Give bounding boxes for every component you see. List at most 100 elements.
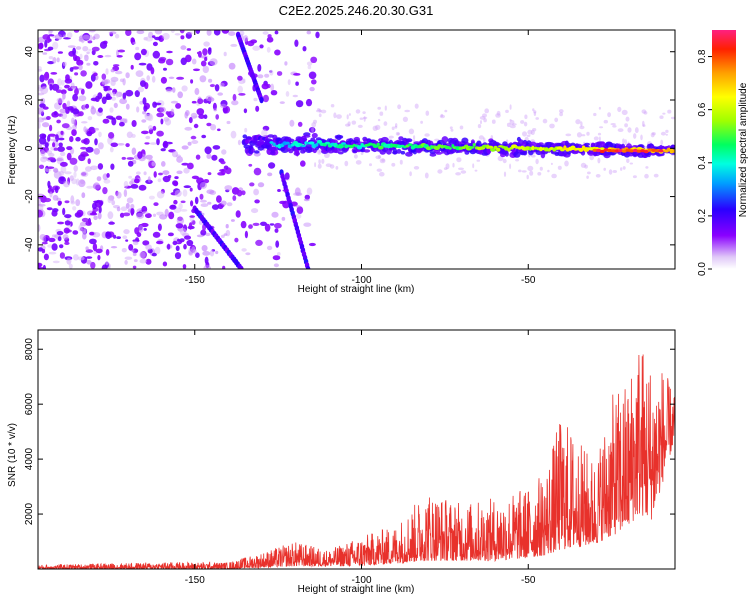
spectral-faint-blob xyxy=(617,128,624,133)
spectral-noise-blob xyxy=(230,219,235,222)
carrier-core-blob xyxy=(407,143,413,147)
spectral-noise-blob xyxy=(79,53,83,60)
spectral-faint-blob xyxy=(509,119,515,126)
spectral-noise-blob xyxy=(261,83,269,90)
spectral-noise-blob xyxy=(252,222,260,226)
spectral-noise-blob xyxy=(85,103,90,109)
spectral-noise-blob xyxy=(279,101,285,104)
spectral-faint-blob xyxy=(593,136,599,141)
snr-x-ticks: -150 -100 -50 xyxy=(185,330,536,586)
spectral-noise-blob xyxy=(85,221,92,226)
spectral-noise-blob xyxy=(48,237,56,243)
spectral-noise-blob xyxy=(136,212,145,219)
spectral-faint-blob xyxy=(437,169,443,174)
spectral-noise-blob xyxy=(75,136,81,142)
spectral-faint-blob xyxy=(532,128,537,132)
carrier-core-blob xyxy=(472,143,476,147)
spectral-faint-blob xyxy=(550,162,553,165)
carrier-peak-blob xyxy=(643,150,649,154)
spectral-noise-blob xyxy=(38,209,44,218)
spectral-noise-blob xyxy=(108,221,115,225)
spectral-noise-blob xyxy=(311,79,317,85)
spectral-faint-blob xyxy=(612,125,617,128)
spectral-noise-blob xyxy=(90,165,98,171)
spectral-noise-blob xyxy=(279,200,287,205)
spectral-noise-blob xyxy=(105,231,112,239)
spectral-noise-blob xyxy=(44,142,49,148)
spectral-faint-blob xyxy=(476,159,481,162)
carrier-peak-blob xyxy=(629,149,634,153)
spectral-noise-blob xyxy=(174,33,181,36)
spectral-faint-blob xyxy=(314,162,317,168)
spectral-faint-blob xyxy=(575,119,581,125)
spectral-noise-blob xyxy=(48,251,57,255)
spectral-noise-blob xyxy=(157,223,162,231)
spectral-noise-blob xyxy=(89,238,97,245)
spectral-noise-blob xyxy=(209,84,215,88)
spectral-noise-blob xyxy=(191,58,197,65)
spectral-noise-blob xyxy=(271,211,279,218)
spectral-faint-blob xyxy=(311,127,315,133)
spectral-noise-blob xyxy=(69,175,74,182)
carrier-peak-blob xyxy=(621,149,627,153)
spectral-noise-blob xyxy=(309,86,315,92)
spectral-noise-blob xyxy=(46,207,53,211)
spectral-noise-blob xyxy=(47,157,56,161)
spectral-faint-blob xyxy=(603,119,608,124)
spectral-noise-blob xyxy=(222,265,226,269)
spectral-noise-blob xyxy=(80,171,89,178)
spectral-noise-blob xyxy=(43,73,50,81)
spectral-noise-blob xyxy=(147,176,151,183)
spectral-noise-blob xyxy=(306,187,313,195)
spectral-noise-blob xyxy=(83,138,90,145)
spectral-noise-blob xyxy=(251,208,259,214)
y-tick-label: -20 xyxy=(24,189,35,204)
spectral-faint-blob xyxy=(515,159,520,162)
spectral-faint-blob xyxy=(659,115,664,119)
spectral-noise-blob xyxy=(98,142,104,150)
colorbar-gradient xyxy=(712,30,736,269)
spectral-noise-blob xyxy=(63,227,70,234)
spectral-noise-blob xyxy=(72,47,76,56)
spectral-noise-blob xyxy=(152,231,161,238)
spectral-noise-blob xyxy=(60,151,66,157)
snr-y-ticks: 2000 4000 6000 8000 xyxy=(24,338,675,525)
spectral-faint-blob xyxy=(394,125,398,129)
spectral-noise-blob xyxy=(191,175,199,180)
spectral-faint-blob xyxy=(377,106,382,110)
spectral-noise-blob xyxy=(302,46,307,52)
spectral-noise-blob xyxy=(207,172,212,176)
spectral-noise-blob xyxy=(49,191,53,198)
spectral-noise-blob xyxy=(228,62,236,70)
spectral-noise-blob xyxy=(116,236,121,240)
spectral-faint-blob xyxy=(408,128,415,135)
spectral-faint-blob xyxy=(449,126,453,130)
carrier-halo-blob xyxy=(302,137,308,142)
spectral-noise-blob xyxy=(51,83,60,91)
spectral-faint-blob xyxy=(479,116,486,120)
diagonal-trace-blob xyxy=(259,96,264,104)
spectral-faint-blob xyxy=(375,155,382,160)
spectral-noise-blob xyxy=(240,220,247,229)
carrier-core-blob xyxy=(389,143,394,148)
spectral-noise-blob xyxy=(46,166,55,169)
colorbar-tick-label: 0.2 xyxy=(697,209,708,223)
spectral-noise-blob xyxy=(62,207,66,216)
carrier-core-blob xyxy=(377,145,384,150)
spectral-faint-blob xyxy=(362,116,368,120)
spectral-faint-blob xyxy=(480,120,482,125)
spectral-noise-blob xyxy=(145,135,151,140)
carrier-halo-blob xyxy=(470,139,475,144)
spectral-noise-blob xyxy=(107,196,112,204)
spectral-noise-blob xyxy=(217,128,221,132)
spectral-faint-blob xyxy=(396,132,400,136)
spectral-noise-blob xyxy=(132,265,137,269)
spectral-faint-blob xyxy=(506,122,511,127)
spectral-noise-blob xyxy=(223,165,229,170)
spectral-noise-blob xyxy=(103,86,109,92)
spectral-faint-blob xyxy=(564,160,569,167)
spectral-noise-blob xyxy=(130,208,134,216)
spectral-noise-blob xyxy=(176,76,185,80)
spectral-noise-blob xyxy=(213,108,217,112)
